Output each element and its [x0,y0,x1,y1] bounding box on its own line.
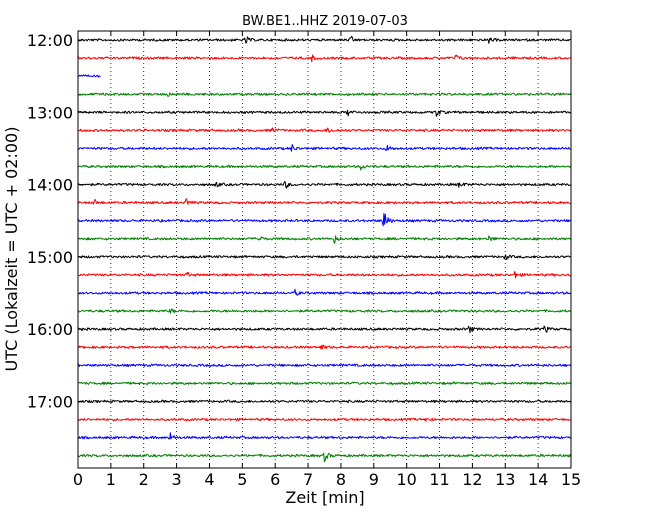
trace-group [77,35,572,463]
x-tick-label: 0 [73,470,83,489]
y-tick-label: 16:00 [27,320,73,339]
trace-1215 [77,54,571,63]
y-axis-ticks: 12:00 13:00 14:00 15:00 16:00 17:00 [27,31,83,411]
trace-1345 [77,164,572,171]
trace-1715 [77,417,572,422]
trace-1515 [77,270,571,279]
trace-1300 [77,109,572,117]
y-tick-label: 12:00 [27,31,73,50]
trace-1600 [77,325,572,334]
x-tick-label: 5 [237,470,247,489]
trace-1730 [77,432,571,440]
x-tick-label: 14 [528,470,548,489]
trace-1430 [77,212,572,227]
y-tick-label: 13:00 [27,103,73,122]
trace-1330 [77,144,571,152]
y-tick-label: 15:00 [27,248,73,267]
trace-1645 [77,381,572,386]
trace-1230 [77,74,101,78]
trace-1500 [77,254,571,260]
trace-1700 [77,399,572,404]
trace-1630 [77,363,572,368]
x-tick-label: 13 [495,470,515,489]
y-tick-label: 14:00 [27,176,73,195]
trace-1545 [77,308,572,314]
chart-title: BW.BE1..HHZ 2019-07-03 [242,14,408,29]
y-tick-label: 17:00 [27,392,73,411]
y-axis-label: UTC (Lokalzeit = UTC + 02:00) [2,127,21,372]
x-axis-label: Zeit [min] [285,488,364,507]
trace-1315 [77,127,572,133]
x-tick-label: 8 [336,470,346,489]
x-tick-label: 9 [369,470,379,489]
x-tick-label: 12 [462,470,482,489]
x-tick-label: 2 [139,470,149,489]
x-axis-ticks: 0 1 2 3 4 5 6 7 8 9 10 11 12 13 14 15 [73,31,581,489]
trace-1745 [77,452,572,463]
x-tick-label: 3 [172,470,182,489]
x-tick-label: 4 [204,470,214,489]
trace-1245 [77,92,572,97]
x-tick-label: 11 [429,470,449,489]
trace-1400 [77,181,571,189]
plot-frame [77,30,572,469]
trace-1530 [77,288,571,296]
x-tick-label: 6 [270,470,280,489]
x-tick-label: 10 [396,470,416,489]
trace-1615 [77,344,571,350]
trace-1200 [77,35,571,44]
grid [110,31,539,468]
x-tick-label: 15 [561,470,581,489]
trace-1415 [77,198,571,205]
trace-1445 [77,235,572,244]
x-tick-label: 1 [106,470,116,489]
x-tick-label: 7 [303,470,313,489]
